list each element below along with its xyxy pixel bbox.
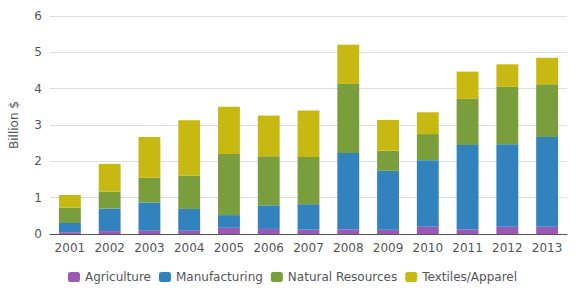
svg-text:2009: 2009 <box>373 241 404 255</box>
svg-text:Agriculture: Agriculture <box>85 270 151 284</box>
svg-text:3: 3 <box>34 118 42 132</box>
svg-text:2011: 2011 <box>452 241 483 255</box>
svg-text:2013: 2013 <box>532 241 563 255</box>
svg-text:2003: 2003 <box>134 241 165 255</box>
svg-text:2012: 2012 <box>492 241 523 255</box>
svg-text:5: 5 <box>34 45 42 59</box>
svg-text:4: 4 <box>34 82 42 96</box>
svg-text:2004: 2004 <box>174 241 205 255</box>
svg-text:1: 1 <box>34 191 42 205</box>
svg-text:2001: 2001 <box>55 241 86 255</box>
svg-text:2008: 2008 <box>333 241 364 255</box>
svg-text:2002: 2002 <box>94 241 125 255</box>
svg-text:Natural Resources: Natural Resources <box>288 270 397 284</box>
svg-text:2: 2 <box>34 154 42 168</box>
svg-text:2006: 2006 <box>253 241 284 255</box>
svg-text:2007: 2007 <box>293 241 324 255</box>
svg-text:2010: 2010 <box>413 241 444 255</box>
svg-text:2005: 2005 <box>214 241 245 255</box>
svg-text:Textiles/Apparel: Textiles/Apparel <box>421 270 517 284</box>
svg-text:Billion $: Billion $ <box>7 101 21 149</box>
svg-text:6: 6 <box>34 9 42 23</box>
svg-text:0: 0 <box>34 227 42 241</box>
svg-text:Manufacturing: Manufacturing <box>176 270 263 284</box>
